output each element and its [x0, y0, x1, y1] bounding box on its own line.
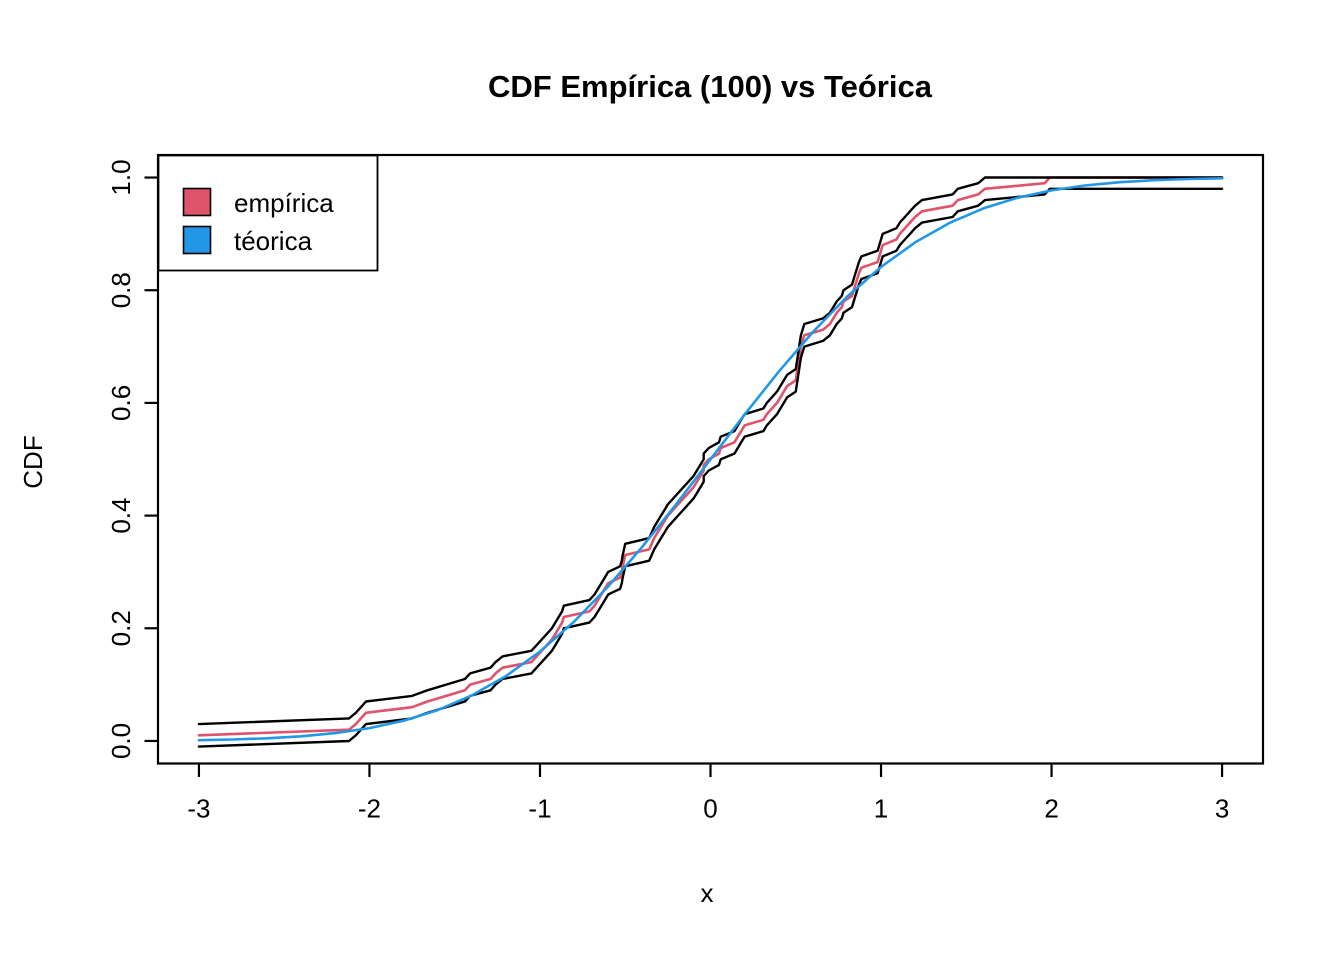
- x-tick-label: -1: [528, 794, 551, 824]
- x-tick-label: -2: [358, 794, 381, 824]
- y-tick-label: 0.2: [106, 610, 136, 646]
- x-tick-label: -3: [187, 794, 210, 824]
- y-tick-label: 0.0: [106, 723, 136, 759]
- legend-swatch-theoretical: [182, 225, 212, 255]
- x-tick-label: 2: [1044, 794, 1058, 824]
- y-axis-title: CDF: [18, 435, 48, 488]
- x-tick-label: 3: [1215, 794, 1229, 824]
- band-upper-line: [197, 176, 1224, 726]
- x-tick-label: 1: [874, 794, 888, 824]
- legend-swatch-empirical: [182, 187, 212, 217]
- y-tick-label: 1.0: [106, 159, 136, 195]
- legend-label-theoretical: téorica: [234, 226, 313, 256]
- x-tick-label: 0: [703, 794, 717, 824]
- plot-box: [156, 153, 1265, 765]
- legend-label-empirical: empírica: [234, 188, 334, 218]
- y-tick-label: 0.8: [106, 272, 136, 308]
- ticks-layer: -3 -2 -1 0 1 2 3 0.0 0.2 0.4 0.6 0.8 1.0: [106, 159, 1229, 823]
- band-lower-line: [197, 187, 1224, 748]
- x-axis-title: x: [701, 878, 714, 908]
- legend: empírica téorica: [157, 154, 379, 272]
- y-tick-label: 0.6: [106, 385, 136, 421]
- curves-layer: [197, 176, 1224, 748]
- plot-title: CDF Empírica (100) vs Teórica: [488, 69, 933, 104]
- y-tick-label: 0.4: [106, 498, 136, 534]
- theoretical-cdf-line: [197, 177, 1224, 742]
